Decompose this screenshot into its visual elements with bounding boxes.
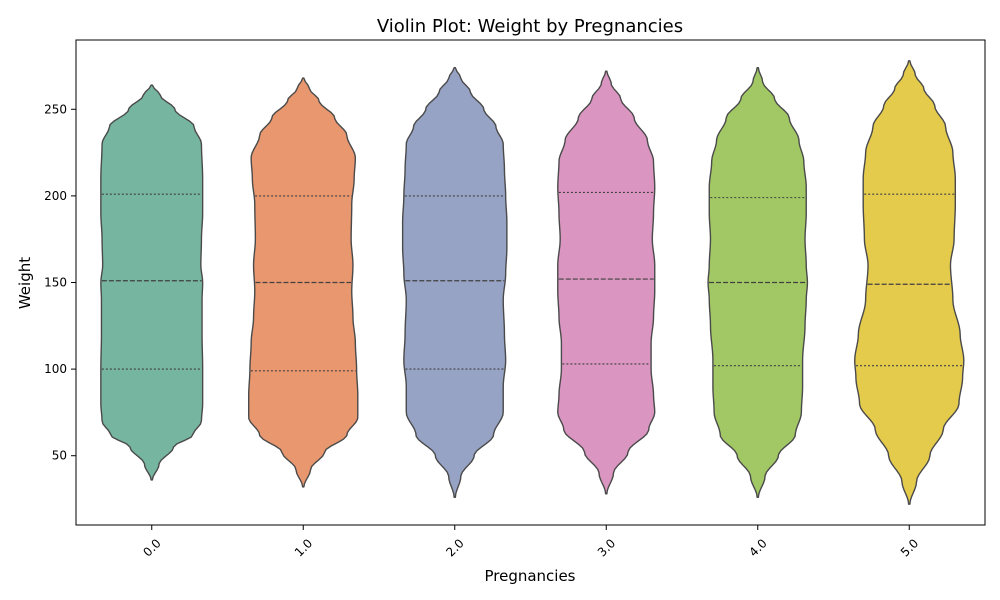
violin-4.0 <box>707 67 809 498</box>
y-axis-label: Weight <box>16 257 34 309</box>
y-tick-label-150: 150 <box>44 276 67 290</box>
chart-title: Violin Plot: Weight by Pregnancies <box>377 16 683 37</box>
y-axis: 50 100 150 200 250 <box>44 102 76 463</box>
violin-body-3.0 <box>557 70 656 495</box>
violin-body-0.0 <box>100 84 204 481</box>
y-tick-label-250: 250 <box>44 102 67 116</box>
y-tick-label-200: 200 <box>44 189 67 203</box>
violin-3.0 <box>557 70 656 495</box>
x-axis: 0.0 1.0 2.0 3.0 4.0 5.0 <box>140 525 921 560</box>
x-axis-label: Pregnancies <box>484 567 575 585</box>
violin-body-2.0 <box>401 67 508 498</box>
violin-body-5.0 <box>854 60 965 505</box>
axes-frame <box>75 39 986 526</box>
violin-body-4.0 <box>707 67 809 498</box>
x-tick-label-3.0: 3.0 <box>595 536 618 559</box>
plot-area <box>100 60 965 505</box>
y-tick-label-50: 50 <box>52 449 67 463</box>
violin-5.0 <box>854 60 965 505</box>
y-tick-label-100: 100 <box>44 362 67 376</box>
x-tick-label-4.0: 4.0 <box>746 536 769 559</box>
x-tick-label-1.0: 1.0 <box>292 536 315 559</box>
violin-0.0 <box>100 84 204 481</box>
x-tick-label-0.0: 0.0 <box>140 536 163 559</box>
x-tick-label-2.0: 2.0 <box>443 536 466 559</box>
violin-1.0 <box>248 77 359 488</box>
violin-body-1.0 <box>248 77 359 488</box>
x-tick-label-5.0: 5.0 <box>898 536 921 559</box>
violin-2.0 <box>401 67 508 498</box>
